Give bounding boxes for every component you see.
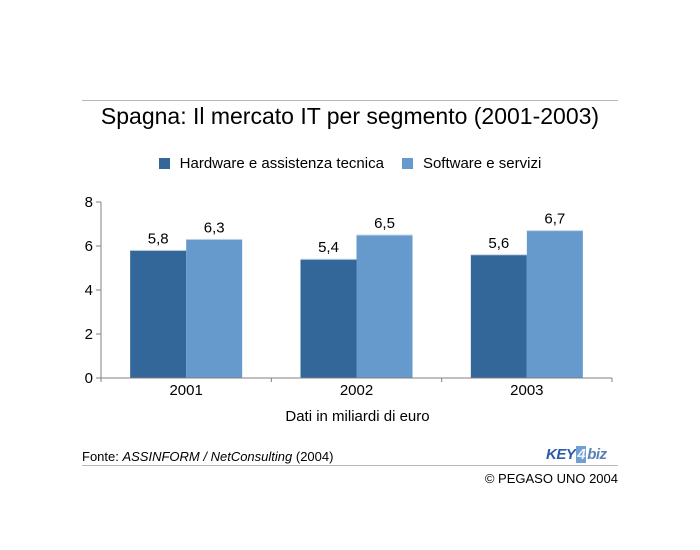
bar xyxy=(300,259,357,378)
bar-data-label: 6,3 xyxy=(204,219,225,236)
legend: Hardware e assistenza tecnica Software e… xyxy=(0,155,700,172)
chart-title: Spagna: Il mercato IT per segmento (2001… xyxy=(100,103,600,129)
footer-rule xyxy=(82,465,618,466)
legend-item-software: Software e servizi xyxy=(401,155,542,172)
y-tick-label: 2 xyxy=(85,326,93,343)
bar xyxy=(470,254,527,378)
x-tick-label: 2002 xyxy=(340,382,373,399)
bar xyxy=(526,230,583,378)
y-tick-label: 6 xyxy=(85,238,93,255)
legend-swatch-software xyxy=(401,158,413,169)
source-suffix: (2004) xyxy=(292,449,334,464)
bar-data-label: 5,4 xyxy=(318,239,339,256)
bar xyxy=(356,235,413,378)
bar-data-label: 5,8 xyxy=(148,230,169,247)
key4biz-logo: KEY 4 biz xyxy=(546,446,607,463)
copyright: © PEGASO UNO 2004 xyxy=(484,471,618,486)
bar-data-label: 6,5 xyxy=(374,215,395,232)
y-tick-label: 0 xyxy=(85,370,93,387)
title-rule xyxy=(82,100,618,101)
legend-label-software: Software e servizi xyxy=(422,155,542,172)
x-tick-label: 2001 xyxy=(169,382,202,399)
source-prefix: Fonte: xyxy=(82,449,123,464)
source-name: ASSINFORM / NetConsulting xyxy=(122,449,293,464)
source-note: Fonte: ASSINFORM / NetConsulting (2004) xyxy=(82,449,333,464)
bar-data-label: 5,6 xyxy=(488,235,509,252)
y-tick-label: 8 xyxy=(85,194,93,211)
x-tick-label: 2003 xyxy=(510,382,543,399)
legend-label-hardware: Hardware e assistenza tecnica xyxy=(179,155,384,172)
bar xyxy=(130,250,187,378)
legend-swatch-hardware xyxy=(158,158,170,169)
bar-data-label: 6,7 xyxy=(544,211,565,228)
bar-chart: 0 2 4 6 8 5,8 6,3 2001 5,4 6,5 2002 5,6 6,7 2003 Dati … xyxy=(85,194,613,425)
legend-item-hardware: Hardware e assistenza tecnica xyxy=(158,155,384,172)
bar xyxy=(186,239,243,378)
x-axis-title: Dati in miliardi di euro xyxy=(285,408,429,425)
y-tick-label: 4 xyxy=(85,282,93,299)
